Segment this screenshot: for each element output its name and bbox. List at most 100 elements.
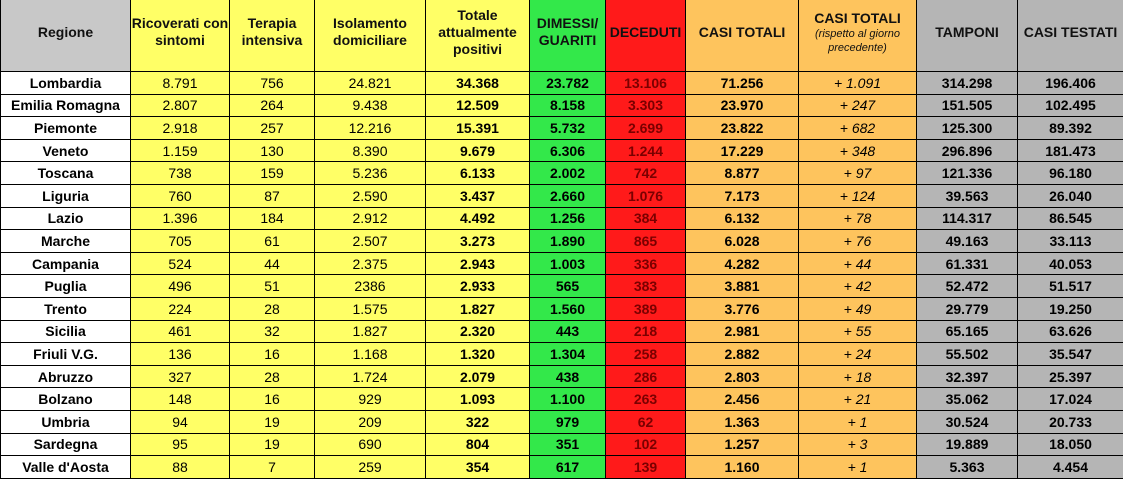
table-row: Abruzzo 327 28 1.724 2.079 438 286 2.803 + 18 32.… [0,364,1123,389]
cell-dimessi: 6.306 [529,138,606,163]
cell-terapia: 28 [229,296,315,321]
cell-casi-delta: + 1 [798,409,917,434]
cell-casi-totali: 2.882 [685,342,799,366]
cell-terapia: 264 [229,93,315,118]
cell-isolamento: 2.912 [314,206,426,231]
cell-dimessi: 565 [529,274,606,298]
cell-totale: 9.679 [425,138,530,163]
cell-isolamento: 5.236 [314,161,426,185]
table-row: Veneto 1.159 130 8.390 9.679 6.306 1.244 17.229… [0,138,1123,163]
cell-totale: 2.943 [425,251,530,276]
table-row: Puglia 496 51 2386 2.933 565 383 3.881 + 42 52.47… [0,274,1123,298]
cell-isolamento: 259 [314,455,426,479]
table-row: Piemonte 2.918 257 12.216 15.391 5.732 2.699 23… [0,116,1123,140]
cell-ricoverati: 496 [130,274,230,298]
table-row: Umbria 94 19 209 322 979 62 1.363 + 1 30.524 20.73… [0,409,1123,434]
cell-deceduti: 2.699 [605,116,686,140]
cell-casi-delta: + 247 [798,93,917,118]
cell-casi-testati: 19.250 [1017,296,1123,321]
cell-totale: 804 [425,432,530,457]
cell-ricoverati: 1.159 [130,138,230,163]
cell-isolamento: 2386 [314,274,426,298]
cell-regione: Valle d'Aosta [0,455,131,479]
header-casi-delta-sub: (rispetto al giorno precedente) [815,27,900,54]
cell-casi-totali: 1.257 [685,432,799,457]
cell-deceduti: 865 [605,229,686,253]
cell-totale: 2.933 [425,274,530,298]
cell-ricoverati: 524 [130,251,230,276]
cell-isolamento: 9.438 [314,93,426,118]
cell-ricoverati: 88 [130,455,230,479]
cell-terapia: 16 [229,342,315,366]
table-row: Lombardia 8.791 756 24.821 34.368 23.782 13.10… [0,71,1123,95]
cell-deceduti: 1.244 [605,138,686,163]
cell-totale: 354 [425,455,530,479]
cell-totale: 322 [425,409,530,434]
cell-terapia: 257 [229,116,315,140]
header-casi-delta[interactable]: CASI TOTALI (rispetto al giorno preceden… [798,0,917,72]
header-isolamento[interactable]: Isolamento domiciliare [314,0,426,72]
table-row: Sicilia 461 32 1.827 2.320 443 218 2.981 + 55 65.… [0,319,1123,344]
cell-casi-testati: 33.113 [1017,229,1123,253]
cell-tamponi: 121.336 [916,161,1018,185]
cell-tamponi: 5.363 [916,455,1018,479]
header-terapia[interactable]: Terapia intensiva [229,0,315,72]
header-totale[interactable]: Totale attualmente positivi [425,0,530,72]
cell-isolamento: 8.390 [314,138,426,163]
cell-regione: Lazio [0,206,131,231]
cell-casi-delta: + 76 [798,229,917,253]
cell-casi-totali: 6.028 [685,229,799,253]
cell-regione: Abruzzo [0,364,131,389]
cell-casi-testati: 181.473 [1017,138,1123,163]
cell-casi-delta: + 21 [798,387,917,411]
cell-casi-delta: + 1 [798,455,917,479]
cell-casi-totali: 71.256 [685,71,799,95]
cell-casi-totali: 6.132 [685,206,799,231]
cell-dimessi: 351 [529,432,606,457]
cell-totale: 6.133 [425,161,530,185]
cell-deceduti: 13.106 [605,71,686,95]
cell-dimessi: 443 [529,319,606,344]
cell-regione: Puglia [0,274,131,298]
cell-deceduti: 1.076 [605,183,686,208]
cell-ricoverati: 148 [130,387,230,411]
cell-dimessi: 2.660 [529,183,606,208]
cell-tamponi: 65.165 [916,319,1018,344]
cell-deceduti: 336 [605,251,686,276]
cell-casi-totali: 3.881 [685,274,799,298]
cell-casi-testati: 89.392 [1017,116,1123,140]
cell-deceduti: 62 [605,409,686,434]
cell-tamponi: 29.779 [916,296,1018,321]
cell-ricoverati: 1.396 [130,206,230,231]
header-regione[interactable]: Regione [0,0,131,72]
cell-casi-totali: 23.822 [685,116,799,140]
cell-regione: Sardegna [0,432,131,457]
cell-terapia: 32 [229,319,315,344]
header-deceduti[interactable]: DECEDUTI [605,0,686,72]
cell-isolamento: 1.827 [314,319,426,344]
table-row: Friuli V.G. 136 16 1.168 1.320 1.304 258 2.882 +… [0,342,1123,366]
cell-ricoverati: 2.918 [130,116,230,140]
cell-casi-testati: 96.180 [1017,161,1123,185]
header-dimessi[interactable]: DIMESSI/ GUARITI [529,0,606,72]
header-casi-totali[interactable]: CASI TOTALI [685,0,799,72]
cell-terapia: 61 [229,229,315,253]
cell-tamponi: 39.563 [916,183,1018,208]
cell-deceduti: 389 [605,296,686,321]
cell-dimessi: 979 [529,409,606,434]
header-row: Regione Ricoverati con sintomi Terapia i… [0,0,1123,72]
header-tamponi[interactable]: TAMPONI [916,0,1018,72]
cell-casi-totali: 4.282 [685,251,799,276]
header-casi-testati[interactable]: CASI TESTATI [1017,0,1123,72]
cell-casi-delta: + 124 [798,183,917,208]
header-ricoverati[interactable]: Ricoverati con sintomi [130,0,230,72]
cell-ricoverati: 760 [130,183,230,208]
cell-regione: Piemonte [0,116,131,140]
cell-regione: Veneto [0,138,131,163]
cell-regione: Emilia Romagna [0,93,131,118]
cell-tamponi: 32.397 [916,364,1018,389]
cell-tamponi: 55.502 [916,342,1018,366]
cell-totale: 1.093 [425,387,530,411]
cell-isolamento: 1.168 [314,342,426,366]
